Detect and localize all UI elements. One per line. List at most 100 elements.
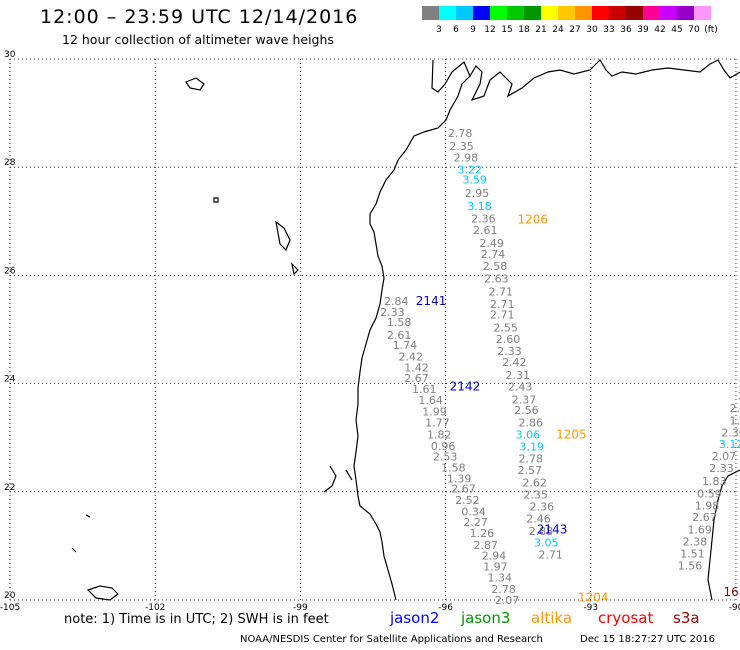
map-title: 12:00 – 23:59 UTC 12/14/2016 (40, 6, 359, 28)
legend-swatch (660, 6, 677, 20)
wave-height-value: 2.63 (484, 273, 509, 286)
wave-height-value: 2.78 (491, 583, 516, 596)
wave-height-value: 1.99 (422, 406, 447, 419)
legend-swatch (694, 6, 711, 20)
legend-swatch (473, 6, 490, 20)
wave-height-value: 0.59 (697, 487, 722, 500)
wave-height-value: 2.60 (496, 333, 521, 346)
wave-height-value: 2.58 (483, 260, 508, 273)
legend-label: 42 (654, 25, 666, 35)
wave-height-value: 1.97 (483, 560, 508, 573)
orbit-pass-number: 2141 (416, 294, 447, 308)
wave-height-value: 2.52 (455, 494, 480, 507)
wave-height-value: 2.53 (433, 451, 458, 464)
wave-height-value: 2.35 (449, 140, 474, 153)
coastline-texas-louisiana (353, 59, 471, 601)
wave-height-value: 2.71 (490, 298, 515, 311)
legend-label: 70 (688, 25, 700, 35)
wave-height-value: 1.74 (393, 339, 418, 352)
satellite-name: s3a (673, 609, 700, 627)
wave-height-value: 3.05 (534, 537, 559, 550)
legend-swatch (558, 6, 575, 20)
wave-height-value: 2.71 (538, 549, 563, 562)
legend-label: 24 (552, 25, 564, 35)
orbit-pass-number: 16 (724, 585, 739, 599)
wave-height-value: 2.36 (530, 500, 555, 513)
lake-outline (213, 197, 219, 203)
legend-label: 21 (535, 25, 547, 35)
y-tick-label: 22 (4, 483, 15, 493)
y-tick-label: 26 (4, 266, 16, 276)
wave-height-value: 2.86 (519, 417, 544, 430)
wave-height-value: 2.84 (384, 295, 409, 308)
wave-height-value: 3.06 (516, 428, 541, 441)
coastline-yucatan (707, 469, 740, 601)
wave-height-value: 2.61 (387, 329, 412, 342)
wave-height-value: 1.56 (678, 559, 703, 572)
wave-height-value: 2.71 (489, 286, 514, 299)
wave-height-value: 1.58 (441, 461, 466, 474)
island (86, 585, 119, 601)
y-tick-label: 20 (4, 591, 16, 601)
island (323, 465, 337, 493)
wave-height-value: 2.35 (523, 489, 548, 502)
island (71, 547, 77, 553)
map-subtitle: 12 hour collection of altimeter wave hei… (62, 32, 334, 47)
wave-height-value: 2.67 (692, 511, 717, 524)
wave-height-value: 2.36 (471, 213, 496, 226)
wave-height-value: 2.30 (721, 426, 740, 439)
legend-label: 36 (620, 25, 632, 35)
wave-height-value: 1.58 (387, 316, 412, 329)
legend-label: 12 (484, 25, 496, 35)
wave-height-value: 1.82 (427, 428, 452, 441)
y-tick-label: 30 (4, 50, 16, 60)
legend-swatch (524, 6, 541, 20)
wave-height-value: 2.87 (474, 539, 499, 552)
credit-line: NOAA/NESDIS Center for Satellite Applica… (240, 634, 543, 645)
axis-ticks: -105 -102 -99 -96 -93 -90 30 28 26 24 22 20 (0, 50, 740, 613)
wave-height-value: 1.83 (702, 475, 727, 488)
legend-swatch (507, 6, 524, 20)
legend-label: 15 (501, 25, 513, 35)
legend-swatch (643, 6, 660, 20)
legend-label: 9 (470, 25, 476, 35)
island (345, 469, 353, 481)
wave-height-value: 2.67 (404, 372, 429, 385)
wave-height-value: 1.8 (730, 414, 740, 427)
wave-height-value: 1.51 (680, 547, 705, 560)
legend-swatch (422, 6, 439, 20)
wave-height-value: 2.74 (481, 248, 506, 261)
wave-height-value: 2.38 (683, 536, 708, 549)
lake-outline (275, 220, 291, 252)
wave-height-value: 2. (738, 390, 740, 403)
wave-height-value: 3.12 (719, 438, 740, 451)
legend-swatch (626, 6, 643, 20)
legend-swatch (541, 6, 558, 20)
wave-height-value: 2.88 (529, 525, 554, 538)
wave-height-value: 2.57 (518, 464, 543, 477)
legend-swatch (439, 6, 456, 20)
wave-height-value: 3.59 (462, 174, 487, 187)
wave-height-value: 2.37 (512, 393, 537, 406)
wave-height-value: 2.43 (508, 380, 533, 393)
legend-label: 6 (453, 25, 459, 35)
wave-height-value: 2.55 (493, 321, 518, 334)
wave-height-value: 2.33 (709, 462, 734, 475)
wave-height-value: 2.95 (465, 187, 490, 200)
wave-height-value: 1.61 (412, 383, 437, 396)
wave-height-observations: 2.782.352.983.223.592.953.182.362.612.49… (380, 127, 740, 607)
satellite-name: jason3 (461, 609, 511, 627)
legend-swatch (609, 6, 626, 20)
x-tick-label: -93 (583, 603, 598, 613)
wave-height-value: 2.67 (451, 483, 476, 496)
orbit-pass-number: 1204 (578, 590, 609, 604)
wave-height-value: 2.1 (730, 402, 740, 415)
wave-height-value: 1.42 (404, 361, 429, 374)
legend-unit: (ft) (704, 25, 718, 35)
legend-label: 39 (637, 25, 649, 35)
legend-label: 3 (436, 25, 442, 35)
wave-height-value: 3.19 (520, 440, 545, 453)
wave-height-value: 2.33 (497, 345, 522, 358)
y-tick-label: 28 (4, 158, 16, 168)
